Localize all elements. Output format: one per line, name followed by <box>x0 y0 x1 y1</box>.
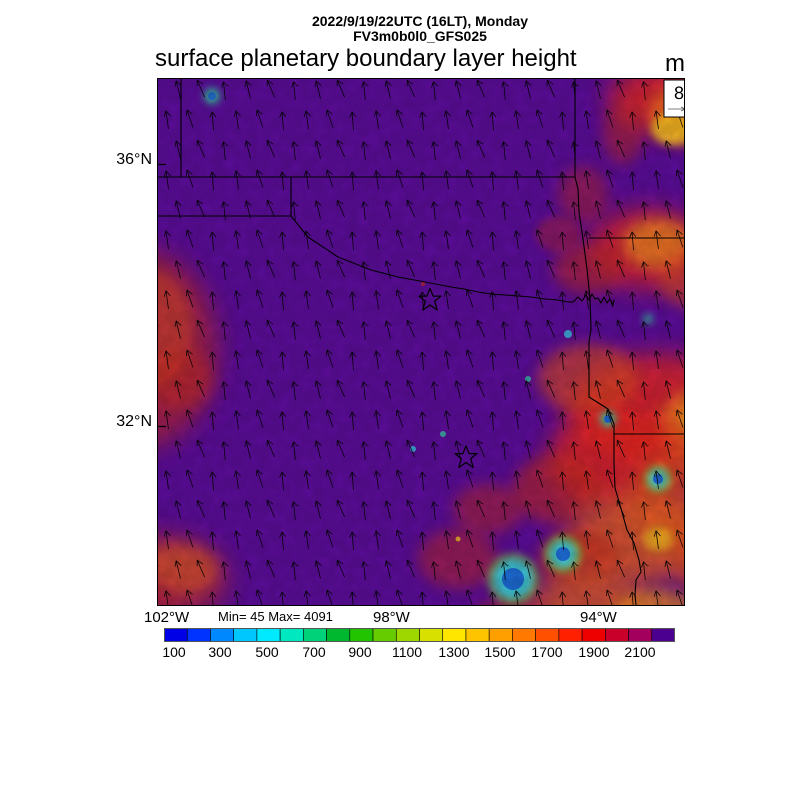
svg-text:8: 8 <box>674 83 684 103</box>
